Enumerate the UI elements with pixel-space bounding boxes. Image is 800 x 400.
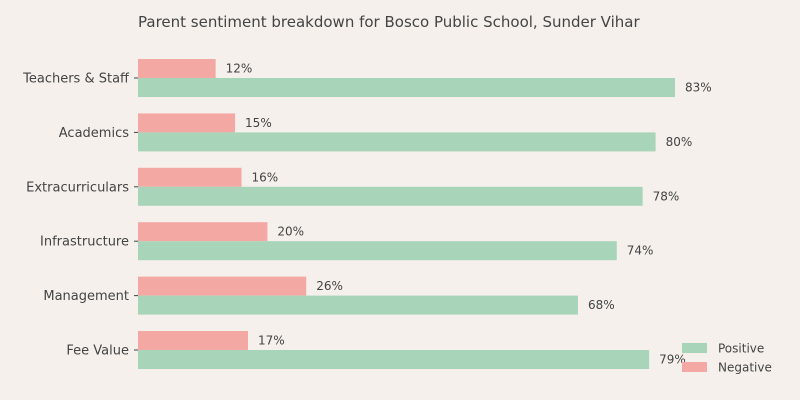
- legend-swatch-negative: [682, 362, 707, 372]
- bar-negative-management: [138, 276, 307, 296]
- legend: Positive Negative: [682, 342, 772, 375]
- legend-swatch-positive: [682, 343, 707, 353]
- value-label-positive-management: 68%: [588, 298, 615, 312]
- bar-positive-management: [138, 295, 578, 315]
- bar-negative-academics: [138, 113, 236, 133]
- legend-label-positive: Positive: [718, 342, 764, 356]
- category-label-academics: Academics: [59, 126, 129, 141]
- legend-label-negative: Negative: [718, 361, 772, 375]
- value-label-negative-teachers-and-staff: 12%: [226, 62, 253, 76]
- bar-negative-teachers-and-staff: [138, 59, 216, 78]
- value-label-positive-fee-value: 79%: [659, 353, 686, 367]
- value-label-negative-fee-value: 17%: [258, 334, 285, 348]
- bar-positive-fee-value: [138, 350, 650, 369]
- value-label-positive-extracurriculars: 78%: [653, 189, 680, 203]
- bar-positive-academics: [138, 132, 656, 152]
- bar-negative-fee-value: [138, 331, 248, 350]
- bar-positive-infrastructure: [138, 241, 617, 261]
- value-label-positive-infrastructure: 74%: [627, 244, 654, 258]
- value-label-negative-extracurriculars: 16%: [252, 170, 279, 184]
- category-label-fee-value: Fee Value: [66, 344, 129, 359]
- category-labels: Teachers & Staff Academics Extracurricular…: [22, 72, 138, 359]
- bar-negative-infrastructure: [138, 222, 268, 242]
- value-label-positive-academics: 80%: [666, 135, 693, 149]
- bars-group: 12% 83% 15% 80% 16% 78% 20% 74% 26% 68% 17% 79%: [138, 59, 712, 369]
- bar-positive-teachers-and-staff: [138, 78, 675, 97]
- value-label-negative-infrastructure: 20%: [277, 225, 304, 239]
- category-label-teachers-and-staff: Teachers & Staff: [22, 72, 130, 87]
- bar-negative-extracurriculars: [138, 167, 242, 187]
- value-label-positive-teachers-and-staff: 83%: [685, 81, 712, 95]
- value-label-negative-academics: 15%: [245, 116, 272, 130]
- category-label-extracurriculars: Extracurriculars: [26, 180, 129, 195]
- chart-title: Parent sentiment breakdown for Bosco Pub…: [138, 13, 640, 31]
- category-label-management: Management: [43, 289, 129, 304]
- category-label-infrastructure: Infrastructure: [40, 235, 129, 250]
- value-label-negative-management: 26%: [316, 279, 343, 293]
- bar-positive-extracurriculars: [138, 186, 643, 206]
